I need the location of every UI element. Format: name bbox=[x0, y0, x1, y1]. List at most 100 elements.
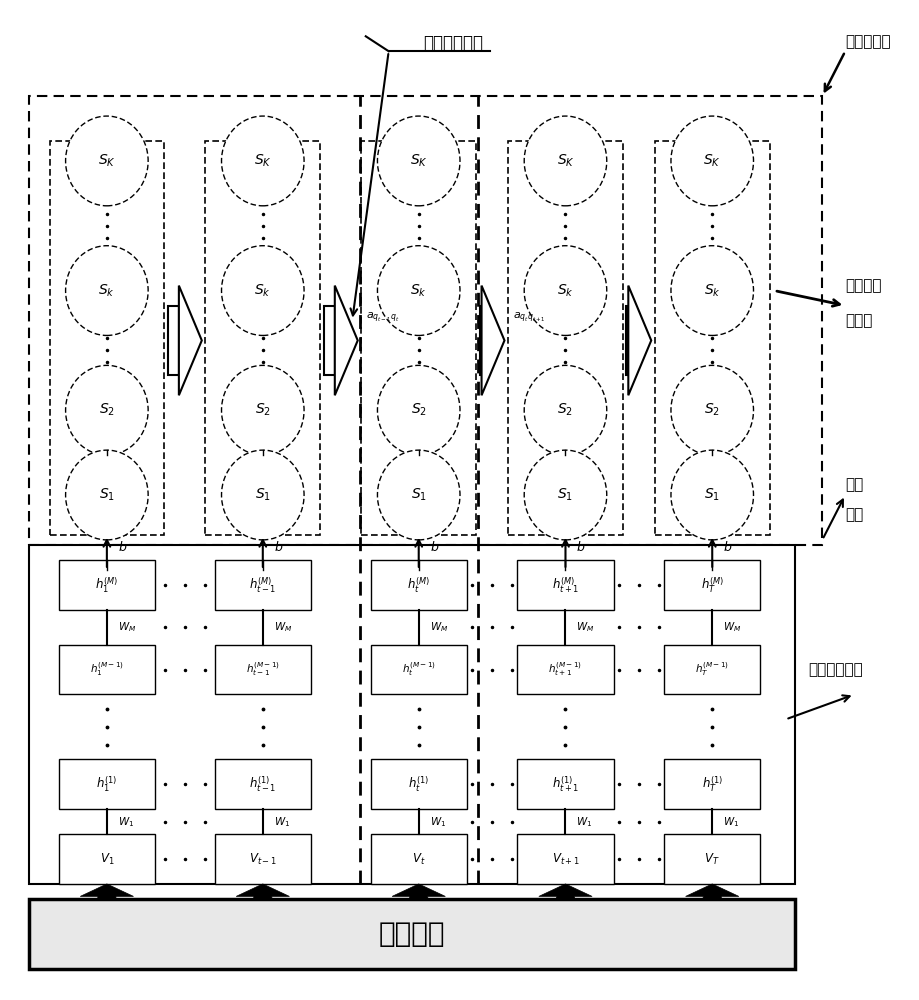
Polygon shape bbox=[685, 884, 738, 901]
Text: $h_{t-1}^{(M)}$: $h_{t-1}^{(M)}$ bbox=[249, 575, 276, 595]
Bar bbox=[664, 834, 760, 884]
Text: 概率: 概率 bbox=[845, 507, 863, 522]
Text: $a_{q_{t-1}q_t}$: $a_{q_{t-1}q_t}$ bbox=[366, 311, 399, 325]
Text: $W_1$: $W_1$ bbox=[722, 815, 739, 829]
Text: $W_M$: $W_M$ bbox=[429, 620, 448, 634]
Text: $S_k$: $S_k$ bbox=[703, 282, 720, 299]
Text: $h_{t+1}^{(1)}$: $h_{t+1}^{(1)}$ bbox=[551, 774, 578, 794]
Text: $S_1$: $S_1$ bbox=[557, 487, 573, 503]
Circle shape bbox=[377, 450, 460, 540]
Text: $V_T$: $V_T$ bbox=[704, 851, 720, 867]
Bar bbox=[214, 560, 311, 610]
Circle shape bbox=[670, 365, 753, 455]
Text: $h_1^{(1)}$: $h_1^{(1)}$ bbox=[96, 774, 118, 794]
Text: $W_1$: $W_1$ bbox=[429, 815, 446, 829]
Bar bbox=[516, 560, 613, 610]
Bar bbox=[516, 759, 613, 809]
Bar bbox=[205, 141, 320, 535]
Bar bbox=[664, 645, 760, 694]
Bar bbox=[28, 899, 794, 969]
Polygon shape bbox=[481, 286, 504, 395]
Circle shape bbox=[670, 246, 753, 335]
Text: 语音特征: 语音特征 bbox=[379, 920, 445, 948]
Text: $b$: $b$ bbox=[429, 540, 438, 554]
Bar bbox=[664, 560, 760, 610]
Text: $W_M$: $W_M$ bbox=[274, 620, 292, 634]
Text: 隐马尔科: 隐马尔科 bbox=[845, 278, 880, 293]
Bar bbox=[370, 560, 466, 610]
Circle shape bbox=[65, 450, 148, 540]
Bar bbox=[626, 306, 628, 375]
Text: $V_1$: $V_1$ bbox=[99, 851, 114, 867]
Bar bbox=[28, 545, 794, 884]
Text: $h_t^{(1)}$: $h_t^{(1)}$ bbox=[407, 774, 429, 794]
Text: $h_t^{(M-1)}$: $h_t^{(M-1)}$ bbox=[402, 661, 436, 678]
Text: $S_2$: $S_2$ bbox=[255, 402, 270, 418]
Polygon shape bbox=[335, 286, 357, 395]
Polygon shape bbox=[628, 286, 651, 395]
Bar bbox=[50, 141, 164, 535]
Circle shape bbox=[221, 116, 304, 206]
Text: $b$: $b$ bbox=[274, 540, 283, 554]
Bar bbox=[59, 645, 155, 694]
Text: $S_2$: $S_2$ bbox=[410, 402, 426, 418]
Bar bbox=[59, 560, 155, 610]
Text: $h_1^{(M-1)}$: $h_1^{(M-1)}$ bbox=[90, 661, 124, 678]
Text: $h_1^{(M)}$: $h_1^{(M)}$ bbox=[96, 575, 119, 595]
Text: $h_T^{(M-1)}$: $h_T^{(M-1)}$ bbox=[695, 661, 729, 678]
Text: $S_K$: $S_K$ bbox=[409, 153, 427, 169]
Text: $S_K$: $S_K$ bbox=[97, 153, 116, 169]
Polygon shape bbox=[178, 286, 201, 395]
Circle shape bbox=[65, 246, 148, 335]
Text: $S_K$: $S_K$ bbox=[254, 153, 271, 169]
Circle shape bbox=[377, 246, 460, 335]
Text: 三音子状态: 三音子状态 bbox=[845, 34, 890, 49]
Text: $S_1$: $S_1$ bbox=[410, 487, 426, 503]
Bar bbox=[323, 306, 335, 375]
Text: 深层神经网络: 深层神经网络 bbox=[808, 662, 862, 677]
Circle shape bbox=[524, 450, 607, 540]
Text: $S_2$: $S_2$ bbox=[703, 402, 720, 418]
Polygon shape bbox=[391, 884, 445, 901]
Bar bbox=[370, 834, 466, 884]
Text: $V_{t-1}$: $V_{t-1}$ bbox=[249, 851, 277, 867]
Text: $W_1$: $W_1$ bbox=[274, 815, 289, 829]
Text: $S_k$: $S_k$ bbox=[255, 282, 271, 299]
Text: $V_{t+1}$: $V_{t+1}$ bbox=[551, 851, 579, 867]
Text: $V_t$: $V_t$ bbox=[412, 851, 425, 867]
Text: $W_M$: $W_M$ bbox=[576, 620, 595, 634]
Text: $h_T^{(M)}$: $h_T^{(M)}$ bbox=[700, 575, 723, 595]
Text: $h_T^{(1)}$: $h_T^{(1)}$ bbox=[701, 774, 722, 794]
Bar bbox=[664, 759, 760, 809]
Bar bbox=[214, 759, 311, 809]
Bar bbox=[516, 834, 613, 884]
Circle shape bbox=[670, 116, 753, 206]
Text: $S_1$: $S_1$ bbox=[255, 487, 270, 503]
Text: $h_{t-1}^{(M-1)}$: $h_{t-1}^{(M-1)}$ bbox=[245, 661, 279, 678]
Text: $h_{t+1}^{(M-1)}$: $h_{t+1}^{(M-1)}$ bbox=[548, 661, 582, 678]
Text: $h_{t-1}^{(1)}$: $h_{t-1}^{(1)}$ bbox=[249, 774, 276, 794]
Bar bbox=[479, 306, 481, 375]
Circle shape bbox=[221, 246, 304, 335]
Polygon shape bbox=[236, 884, 289, 901]
Bar bbox=[507, 141, 622, 535]
Text: $S_k$: $S_k$ bbox=[557, 282, 573, 299]
Bar bbox=[370, 645, 466, 694]
Bar bbox=[370, 759, 466, 809]
Circle shape bbox=[670, 450, 753, 540]
Text: $S_k$: $S_k$ bbox=[98, 282, 115, 299]
Text: $S_1$: $S_1$ bbox=[703, 487, 720, 503]
Circle shape bbox=[524, 246, 607, 335]
Text: $b$: $b$ bbox=[118, 540, 127, 554]
Bar bbox=[59, 834, 155, 884]
Bar bbox=[654, 141, 768, 535]
Bar bbox=[361, 141, 475, 535]
Text: $W_M$: $W_M$ bbox=[118, 620, 136, 634]
Text: 观察: 观察 bbox=[845, 478, 863, 493]
Circle shape bbox=[377, 365, 460, 455]
Polygon shape bbox=[539, 884, 592, 901]
Circle shape bbox=[221, 365, 304, 455]
Text: $a_{q_t q_{t+1}}$: $a_{q_t q_{t+1}}$ bbox=[512, 311, 545, 325]
Bar bbox=[167, 306, 178, 375]
Text: $S_2$: $S_2$ bbox=[98, 402, 115, 418]
